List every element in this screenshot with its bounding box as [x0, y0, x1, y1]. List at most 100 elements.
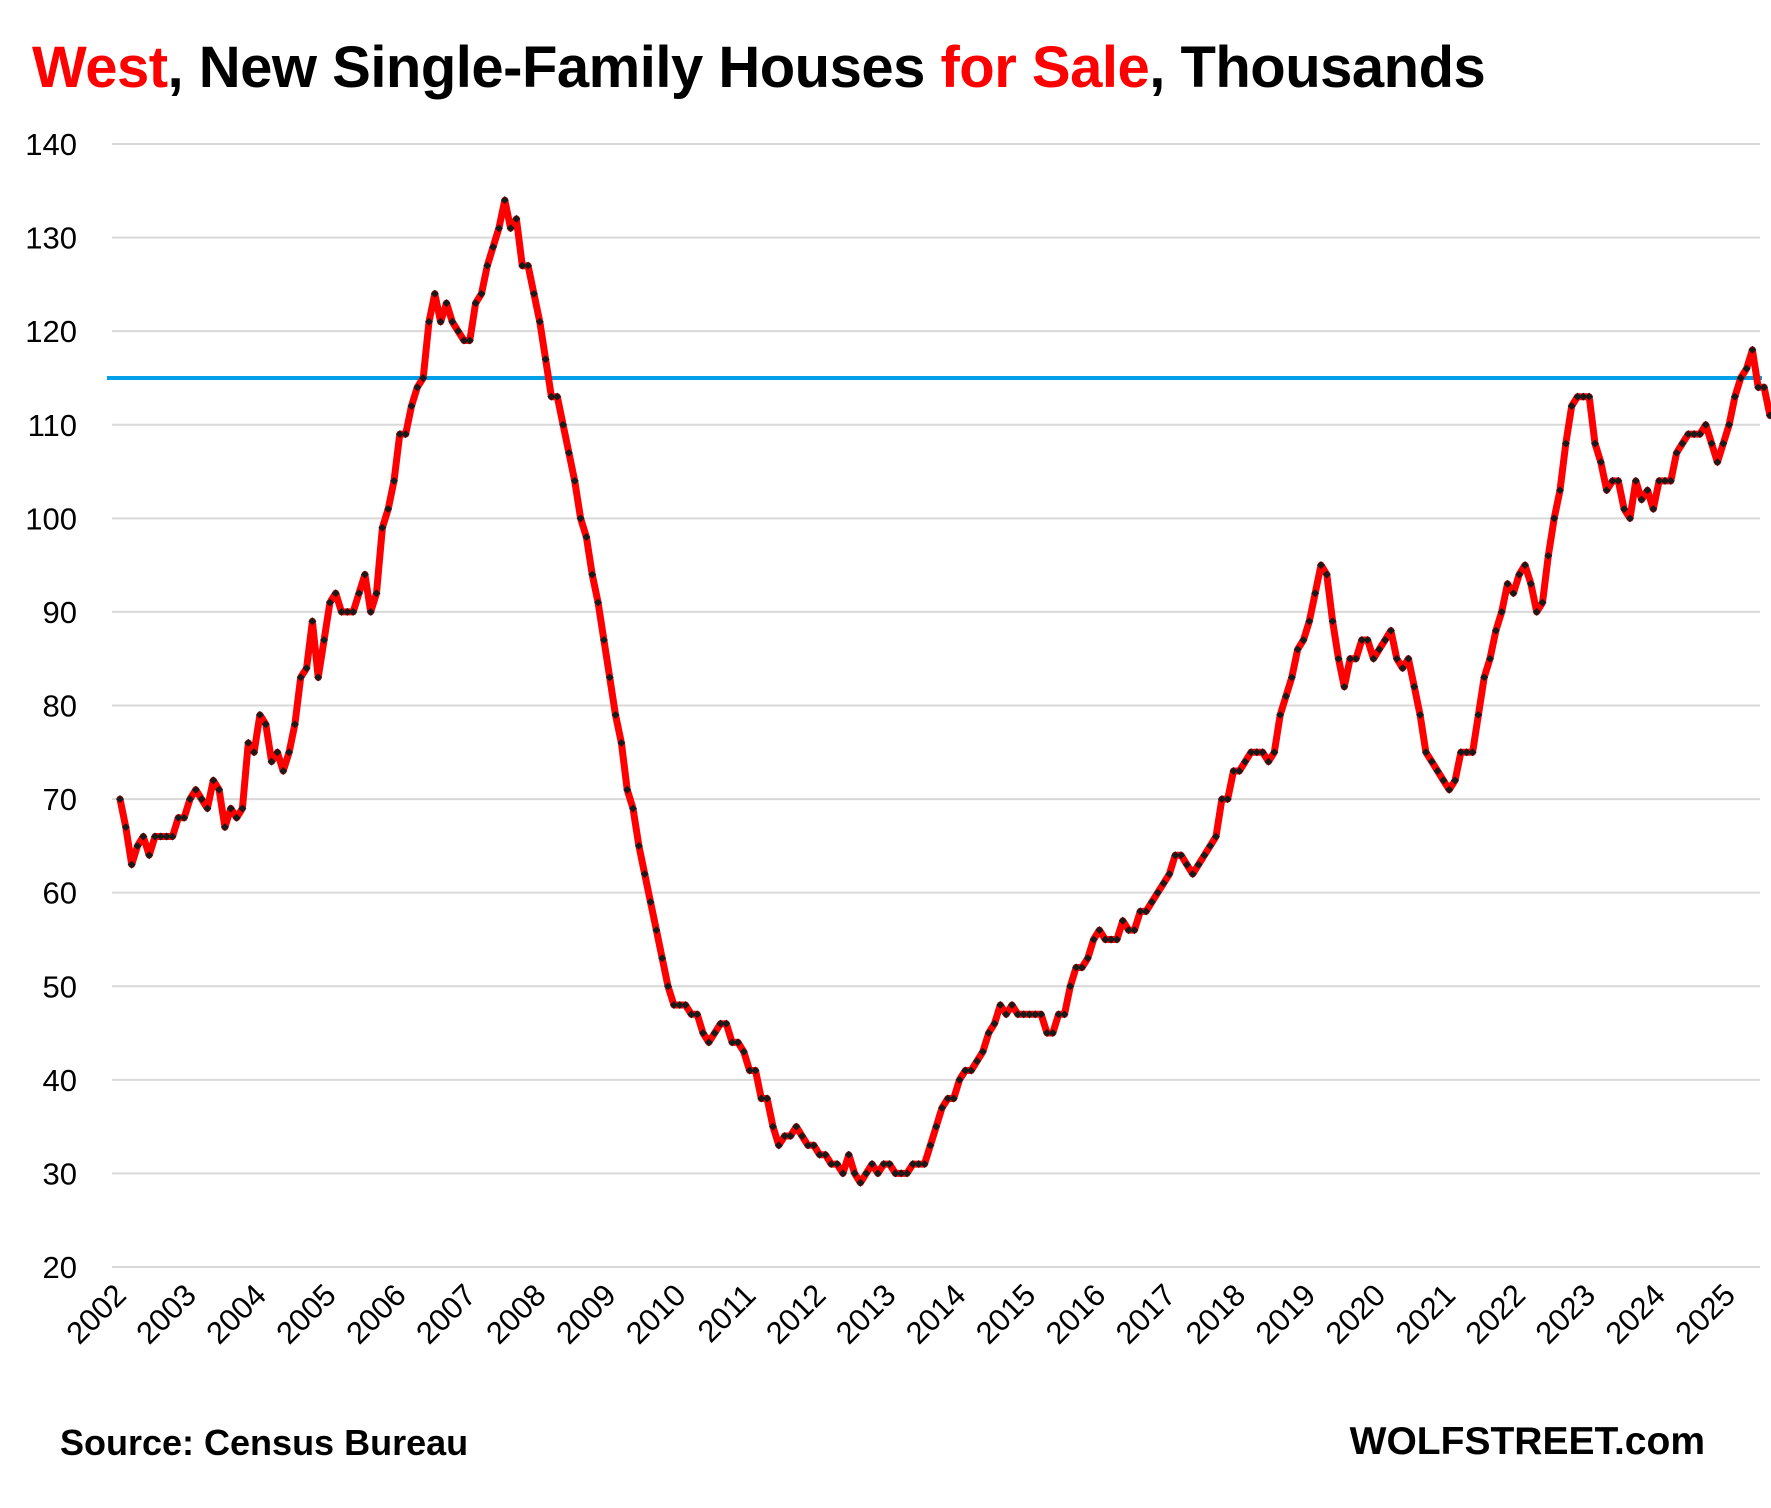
data-point	[197, 795, 206, 804]
data-point	[1054, 1010, 1063, 1019]
data-point	[220, 823, 229, 832]
data-point	[494, 224, 503, 233]
x-tick-label: 2004	[199, 1277, 273, 1351]
data-point	[261, 720, 270, 729]
data-point	[471, 299, 480, 308]
x-tick-label: 2010	[619, 1277, 693, 1351]
title-units: , Thousands	[1149, 35, 1486, 100]
y-tick-label: 30	[43, 1156, 77, 1191]
data-point	[168, 832, 177, 841]
data-point	[1270, 748, 1279, 757]
data-point	[1118, 916, 1127, 925]
data-point	[949, 1094, 958, 1103]
data-point	[1550, 514, 1559, 523]
data-point	[1695, 430, 1704, 439]
data-point	[1765, 411, 1771, 420]
data-point	[1386, 626, 1395, 635]
data-point	[518, 261, 527, 270]
data-point	[594, 598, 603, 607]
x-tick-label: 2012	[759, 1277, 833, 1351]
x-tick-label: 2015	[969, 1277, 1043, 1351]
data-point	[955, 1075, 964, 1084]
data-point	[1095, 926, 1104, 935]
x-tick-label: 2014	[899, 1277, 973, 1351]
data-point	[803, 1141, 812, 1150]
y-tick-label: 120	[25, 314, 77, 349]
data-point	[704, 1038, 713, 1047]
x-tick-label: 2008	[479, 1277, 553, 1351]
data-point	[1072, 963, 1081, 972]
data-point	[290, 720, 299, 729]
data-point	[203, 804, 212, 813]
data-point	[733, 1038, 742, 1047]
data-point	[1468, 748, 1477, 757]
data-point	[681, 1000, 690, 1009]
data-point	[1567, 402, 1576, 411]
data-point	[1742, 364, 1751, 373]
data-point	[1649, 504, 1658, 513]
data-point	[1212, 832, 1221, 841]
data-point	[844, 1150, 853, 1159]
data-point	[150, 832, 159, 841]
data-point	[664, 982, 673, 991]
data-point	[1130, 926, 1139, 935]
data-point	[588, 570, 597, 579]
data-point	[121, 823, 130, 832]
data-point	[891, 1169, 900, 1178]
x-tick-label: 2007	[409, 1277, 483, 1351]
data-point	[1544, 551, 1553, 560]
data-point	[938, 1103, 947, 1112]
data-point	[419, 373, 428, 382]
data-point	[821, 1150, 830, 1159]
data-point	[1375, 645, 1384, 654]
data-point	[1182, 860, 1191, 869]
data-point	[658, 954, 667, 963]
data-point	[798, 1131, 807, 1140]
data-point	[1165, 869, 1174, 878]
data-point	[926, 1141, 935, 1150]
title-for-sale: for Sale	[940, 35, 1150, 100]
data-point	[1620, 504, 1629, 513]
data-point	[815, 1150, 824, 1159]
data-point	[1614, 476, 1623, 485]
data-point	[1666, 476, 1675, 485]
data-point	[1445, 785, 1454, 794]
data-point	[1713, 458, 1722, 467]
data-point	[856, 1178, 865, 1187]
data-point	[1625, 514, 1634, 523]
data-point	[506, 224, 515, 233]
data-point	[448, 317, 457, 326]
data-point	[990, 1019, 999, 1028]
data-point	[1241, 757, 1250, 766]
data-point	[774, 1141, 783, 1150]
data-point	[1235, 767, 1244, 776]
x-tick-label: 2005	[269, 1277, 343, 1351]
data-point	[1217, 795, 1226, 804]
data-point	[390, 476, 399, 485]
data-point	[611, 710, 620, 719]
data-point	[483, 261, 492, 270]
data-point	[1363, 635, 1372, 644]
data-point	[459, 336, 468, 345]
data-point	[1672, 448, 1681, 457]
x-axis-tick-labels: 2002200320042005200620072008200920102011…	[59, 1277, 1742, 1351]
data-point	[465, 336, 474, 345]
data-point	[384, 504, 393, 513]
data-point	[669, 1000, 678, 1009]
data-point	[1590, 439, 1599, 448]
data-point	[116, 795, 124, 804]
data-point	[349, 607, 358, 616]
data-point	[541, 355, 550, 364]
data-point	[407, 402, 416, 411]
data-point	[559, 420, 568, 429]
data-point	[1474, 710, 1483, 719]
data-point	[1340, 682, 1349, 691]
data-point	[424, 317, 433, 326]
data-point	[1089, 935, 1098, 944]
data-point	[238, 804, 247, 813]
data-point	[1223, 795, 1232, 804]
data-point	[145, 851, 154, 860]
data-point	[244, 738, 253, 747]
data-point	[1561, 439, 1570, 448]
data-point	[973, 1057, 982, 1066]
